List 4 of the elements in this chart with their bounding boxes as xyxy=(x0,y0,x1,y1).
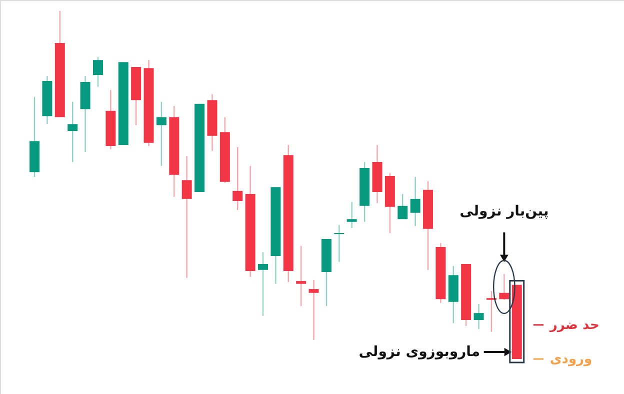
ref-line-label: ورودی xyxy=(550,352,592,367)
ref-line-label: حد ضرر xyxy=(548,318,600,333)
annotation: پین‌بار نزولی xyxy=(460,203,549,220)
annotation: ماروبوزوی نزولی xyxy=(358,344,480,360)
